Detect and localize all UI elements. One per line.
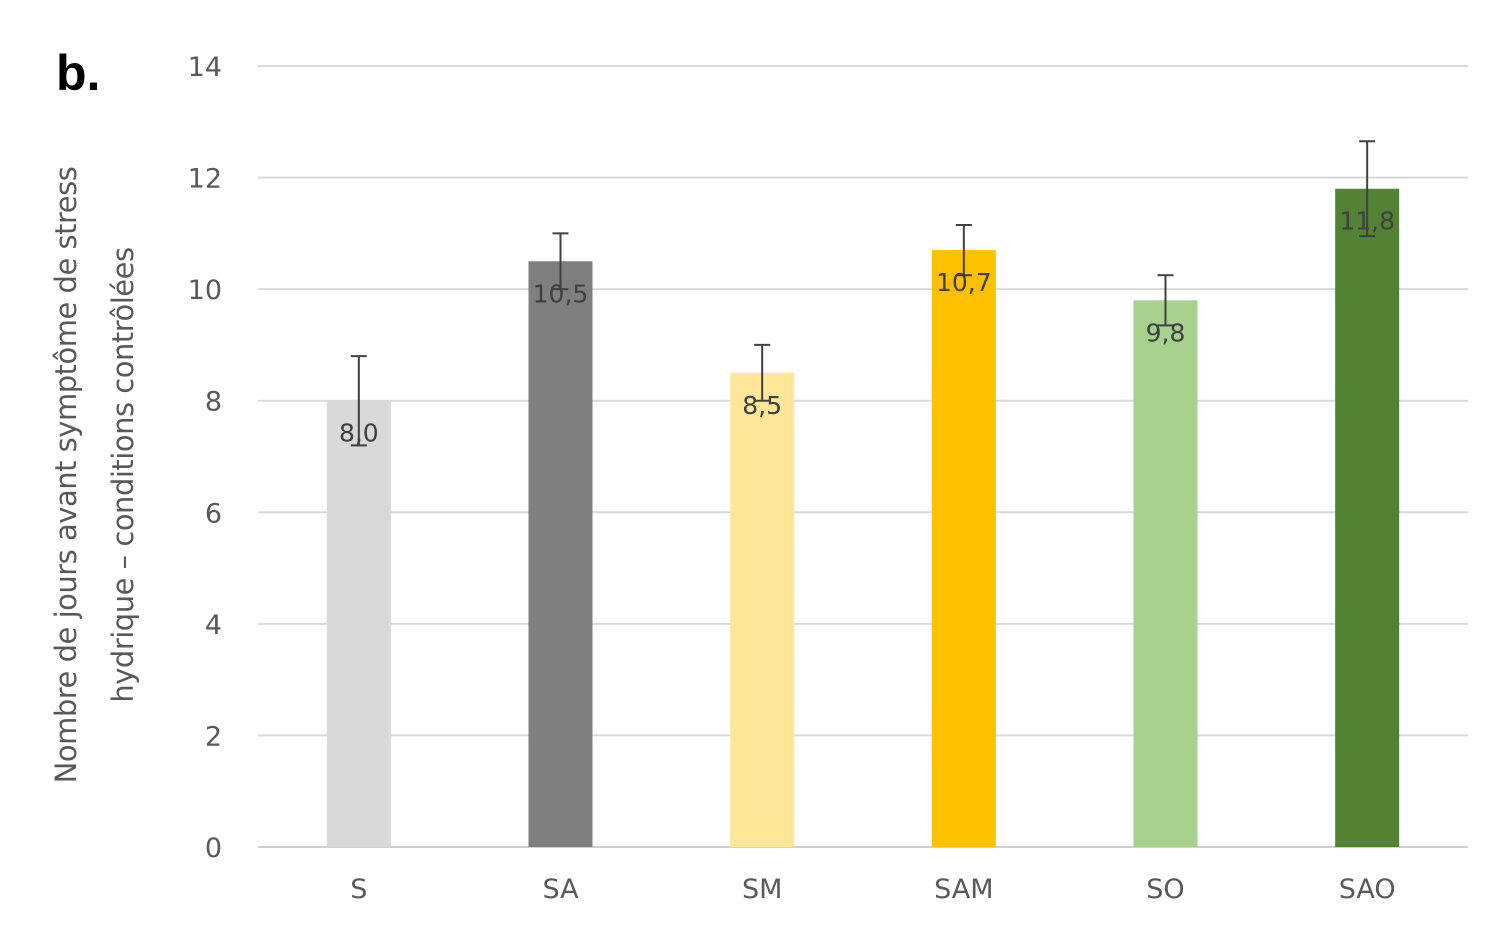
bars [326,188,1400,848]
bar-sa [528,261,593,847]
x-tick-label: SM [742,874,782,905]
gridlines [258,65,1468,848]
y-axis-ticks: 0 2 4 6 8 10 12 14 [188,52,222,864]
data-label: 8,5 [742,391,782,420]
bar-sm [730,372,795,847]
data-labels: 8,0 10,5 8,5 10,7 9,8 11,8 [339,207,1395,448]
data-label: 8,0 [339,419,379,448]
x-axis-ticks: S SA SM SAM SO SAO [350,874,1395,905]
bar-s [326,400,391,847]
data-label: 10,7 [936,268,992,297]
y-tick-label: 14 [188,52,222,83]
y-tick-label: 10 [188,275,222,306]
data-label: 9,8 [1146,318,1186,347]
bar-sao [1335,188,1400,847]
x-tick-label: S [350,874,367,905]
y-tick-label: 12 [188,164,222,195]
x-tick-label: SO [1146,874,1184,905]
bar-so [1133,300,1198,847]
data-label: 11,8 [1339,207,1395,236]
x-tick-label: SAM [934,874,993,905]
data-label: 10,5 [533,279,589,308]
bar-sam [931,250,996,848]
y-tick-label: 4 [205,610,222,641]
panel-label: b. [56,45,101,101]
x-tick-label: SA [542,874,579,905]
y-tick-label: 2 [205,721,222,752]
error-bars [350,140,1376,447]
x-tick-label: SAO [1339,874,1396,905]
y-tick-label: 0 [205,833,222,864]
y-tick-label: 8 [205,387,222,418]
y-tick-label: 6 [205,498,222,529]
